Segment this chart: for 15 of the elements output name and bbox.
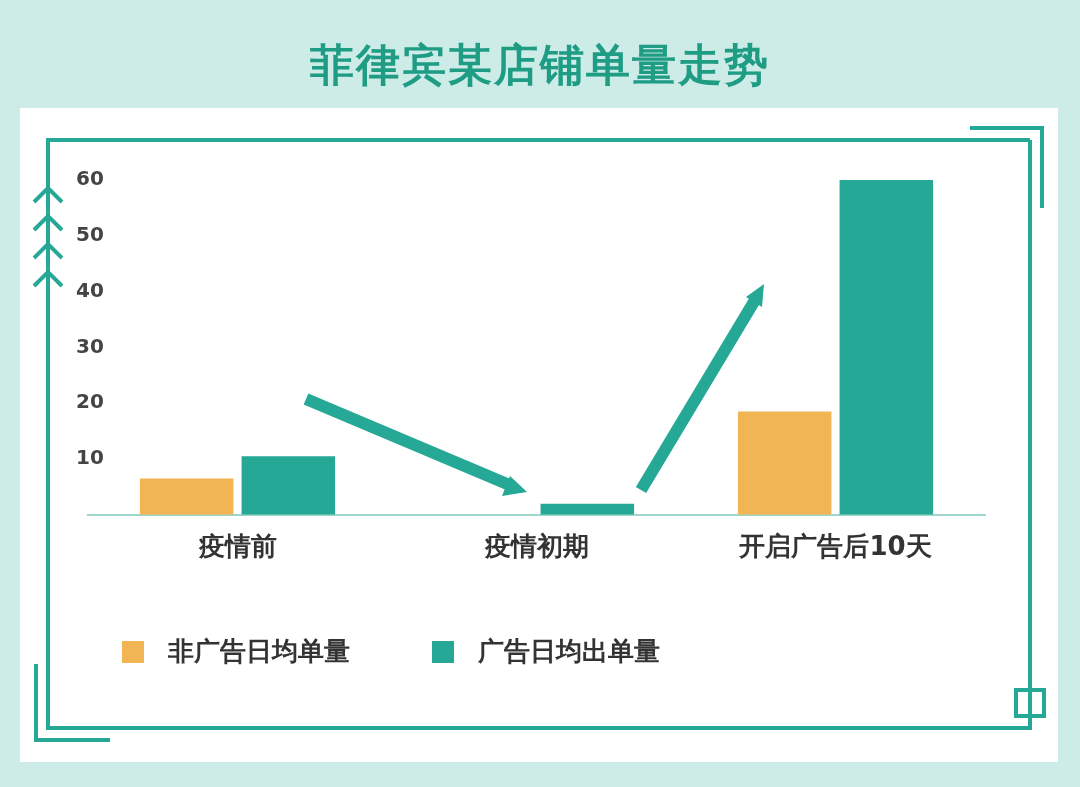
y-tick-label: 60 (76, 166, 104, 191)
bar (839, 180, 934, 515)
x-tick-label: 疫情前 (197, 531, 277, 562)
y-tick-label: 10 (76, 445, 104, 470)
y-tick-label: 30 (76, 333, 104, 358)
y-tick-label: 20 (76, 389, 104, 414)
y-tick-label: 40 (76, 277, 104, 302)
y-tick-label: 50 (76, 222, 104, 246)
legend-label: 广告日均出单量 (478, 635, 660, 668)
bar (241, 456, 336, 515)
chart-title: 菲律宾某店铺单量走势 (309, 38, 771, 92)
x-tick-label: 疫情初期 (483, 531, 589, 562)
x-tick-label: 开启广告后10天 (738, 531, 932, 562)
bar (139, 478, 234, 515)
legend-label: 非广告日均单量 (168, 635, 350, 668)
